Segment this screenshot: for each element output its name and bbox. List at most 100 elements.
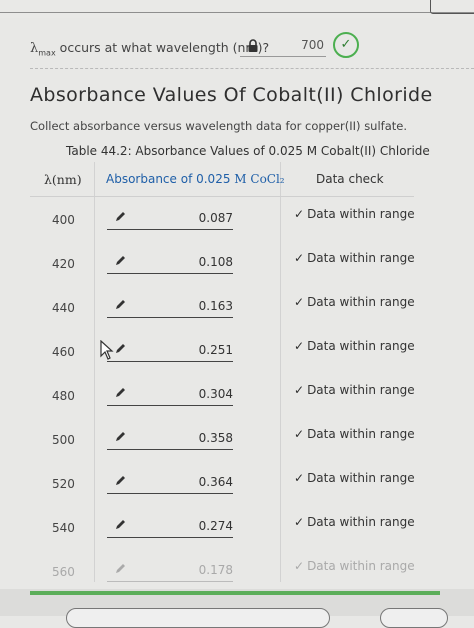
data-check-cell: ✓ Data within range bbox=[294, 295, 415, 309]
checkmark-icon: ✓ bbox=[294, 559, 305, 573]
absorbance-input[interactable]: 0.087 bbox=[107, 203, 233, 230]
table-row: 460 0.251 ✓ Data within range bbox=[30, 329, 415, 373]
column-divider bbox=[94, 162, 95, 582]
pencil-icon bbox=[116, 212, 125, 221]
absorbance-input[interactable]: 0.108 bbox=[107, 247, 233, 274]
lambda-max-question: λmax occurs at what wavelength (nm)? 700… bbox=[30, 32, 450, 60]
checkmark-icon: ✓ bbox=[294, 207, 305, 221]
pencil-icon bbox=[116, 564, 125, 573]
lock-icon bbox=[248, 39, 258, 52]
wavelength-cell: 500 bbox=[52, 433, 75, 447]
data-check-text: Data within range bbox=[307, 515, 415, 529]
pencil-icon bbox=[116, 432, 125, 441]
absorbance-value: 0.087 bbox=[198, 211, 233, 225]
checkmark-icon: ✓ bbox=[294, 339, 305, 353]
wavelength-cell: 540 bbox=[52, 521, 75, 535]
wavelength-cell: 440 bbox=[52, 301, 75, 315]
header-data-check: Data check bbox=[316, 172, 384, 186]
data-check-text: Data within range bbox=[307, 559, 415, 573]
checkmark-icon: ✓ bbox=[294, 471, 305, 485]
data-check-cell: ✓ Data within range bbox=[294, 251, 415, 265]
data-check-text: Data within range bbox=[307, 427, 415, 441]
mouse-cursor-icon bbox=[100, 340, 114, 360]
pencil-icon bbox=[116, 388, 125, 397]
pencil-icon bbox=[116, 520, 125, 529]
checkmark-icon: ✓ bbox=[294, 251, 305, 265]
absorbance-input[interactable]: 0.178 bbox=[107, 555, 233, 582]
absorbance-value: 0.274 bbox=[198, 519, 233, 533]
data-check-text: Data within range bbox=[307, 251, 415, 265]
table-row: 500 0.358 ✓ Data within range bbox=[30, 417, 415, 461]
header-absorbance-text: Absorbance of 0.025 bbox=[106, 172, 235, 186]
bottom-toolbar bbox=[0, 589, 474, 628]
absorbance-input[interactable]: 0.274 bbox=[107, 511, 233, 538]
header-wavelength: λ(nm) bbox=[44, 172, 82, 187]
previous-input-box bbox=[430, 0, 474, 14]
absorbance-input[interactable]: 0.364 bbox=[107, 467, 233, 494]
absorbance-value: 0.358 bbox=[198, 431, 233, 445]
table-body: 400 0.087 ✓ Data within range 420 0.108 ✓ Data … bbox=[30, 197, 415, 593]
checkmark-icon: ✓ bbox=[294, 515, 305, 529]
table-row: 400 0.087 ✓ Data within range bbox=[30, 197, 415, 241]
data-check-cell: ✓ Data within range bbox=[294, 207, 415, 221]
section-title: Absorbance Values Of Cobalt(II) Chloride bbox=[30, 84, 433, 106]
absorbance-input[interactable]: 0.304 bbox=[107, 379, 233, 406]
data-check-cell: ✓ Data within range bbox=[294, 471, 415, 485]
previous-section-divider bbox=[0, 12, 474, 13]
lambda-subscript: max bbox=[38, 48, 56, 58]
wavelength-cell: 520 bbox=[52, 477, 75, 491]
data-check-text: Data within range bbox=[307, 295, 415, 309]
data-check-cell: ✓ Data within range bbox=[294, 383, 415, 397]
lambda-max-label: λmax occurs at what wavelength (nm)? bbox=[30, 40, 269, 58]
data-check-text: Data within range bbox=[307, 207, 415, 221]
absorbance-value: 0.163 bbox=[198, 299, 233, 313]
lambda-symbol: λ bbox=[30, 41, 39, 56]
lambda-question-text: occurs at what wavelength (nm)? bbox=[59, 40, 270, 55]
table-header: λ(nm) Absorbance of 0.025 M CoCl₂ Data c… bbox=[30, 162, 414, 197]
wavelength-cell: 560 bbox=[52, 565, 75, 579]
absorbance-value: 0.251 bbox=[198, 343, 233, 357]
bottom-button-secondary[interactable] bbox=[380, 608, 448, 628]
header-absorbance-unit: M CoCl₂ bbox=[234, 172, 285, 186]
table-row: 540 0.274 ✓ Data within range bbox=[30, 505, 415, 549]
checkmark-icon: ✓ bbox=[294, 383, 305, 397]
table-row: 480 0.304 ✓ Data within range bbox=[30, 373, 415, 417]
data-check-cell: ✓ Data within range bbox=[294, 339, 415, 353]
absorbance-input[interactable]: 0.251 bbox=[107, 335, 233, 362]
section-description: Collect absorbance versus wavelength dat… bbox=[30, 119, 408, 133]
column-divider bbox=[280, 162, 281, 582]
table-row: 560 0.178 ✓ Data within range bbox=[30, 549, 415, 593]
table-caption: Table 44.2: Absorbance Values of 0.025 M… bbox=[66, 144, 430, 158]
data-check-text: Data within range bbox=[307, 339, 415, 353]
header-absorbance: Absorbance of 0.025 M CoCl₂ bbox=[106, 172, 285, 186]
data-check-cell: ✓ Data within range bbox=[294, 515, 415, 529]
lambda-max-value: 700 bbox=[301, 38, 324, 52]
section-divider bbox=[30, 68, 474, 69]
previous-section-remnant bbox=[0, 0, 474, 18]
data-check-text: Data within range bbox=[307, 383, 415, 397]
pencil-icon bbox=[116, 300, 125, 309]
wavelength-cell: 480 bbox=[52, 389, 75, 403]
wavelength-cell: 420 bbox=[52, 257, 75, 271]
data-check-text: Data within range bbox=[307, 471, 415, 485]
check-circle-icon: ✓ bbox=[333, 32, 359, 58]
absorbance-value: 0.108 bbox=[198, 255, 233, 269]
lambda-max-input[interactable]: 700 bbox=[240, 36, 326, 57]
data-check-cell: ✓ Data within range bbox=[294, 427, 415, 441]
table-row: 520 0.364 ✓ Data within range bbox=[30, 461, 415, 505]
table-row: 440 0.163 ✓ Data within range bbox=[30, 285, 415, 329]
wavelength-cell: 460 bbox=[52, 345, 75, 359]
absorbance-value: 0.364 bbox=[198, 475, 233, 489]
wavelength-cell: 400 bbox=[52, 213, 75, 227]
pencil-icon bbox=[116, 476, 125, 485]
bottom-button[interactable] bbox=[66, 608, 330, 628]
progress-strip bbox=[30, 591, 440, 595]
pencil-icon bbox=[116, 344, 125, 353]
checkmark-icon: ✓ bbox=[294, 427, 305, 441]
absorbance-value: 0.178 bbox=[198, 563, 233, 577]
absorbance-value: 0.304 bbox=[198, 387, 233, 401]
checkmark-icon: ✓ bbox=[294, 295, 305, 309]
absorbance-input[interactable]: 0.358 bbox=[107, 423, 233, 450]
absorbance-input[interactable]: 0.163 bbox=[107, 291, 233, 318]
absorbance-table: λ(nm) Absorbance of 0.025 M CoCl₂ Data c… bbox=[30, 162, 415, 593]
